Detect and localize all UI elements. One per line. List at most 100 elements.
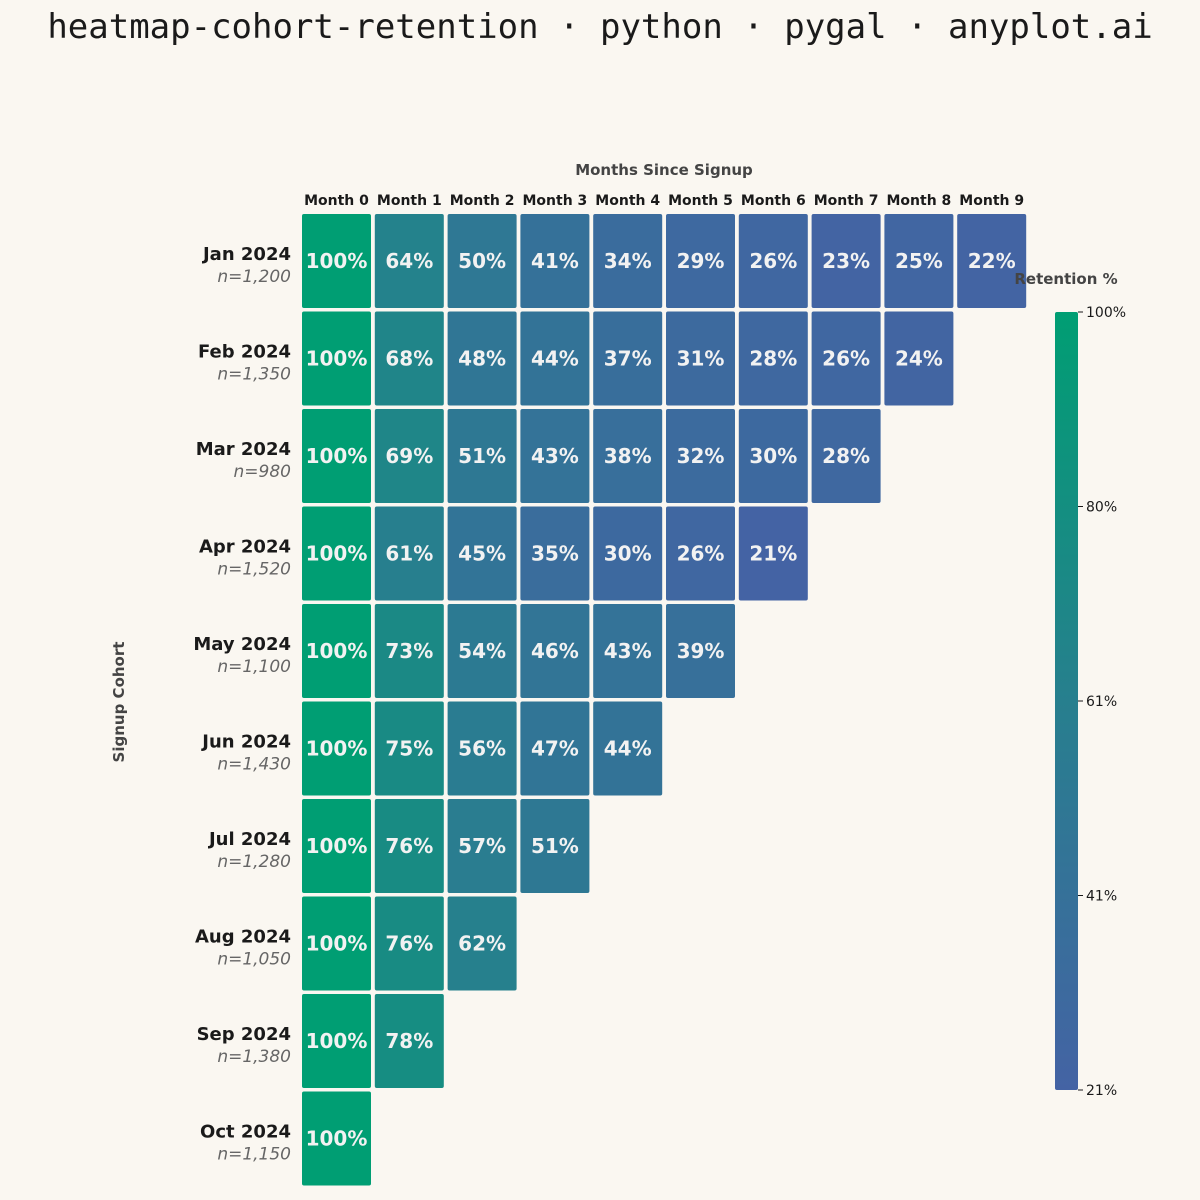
cell-value-label: 43% [531, 444, 579, 468]
cell-value-label: 57% [458, 834, 506, 858]
heatmap-cell [593, 409, 663, 503]
heatmap-cell [738, 214, 808, 308]
row-cohort-size: n=1,150 [217, 1145, 291, 1165]
cell-value-label: 30% [604, 542, 652, 566]
cell-value-label: 29% [677, 249, 725, 273]
row-cohort-size: n=1,100 [217, 657, 291, 677]
column-label: Month 6 [741, 193, 806, 209]
heatmap-cell [302, 799, 371, 893]
cell-value-label: 38% [604, 444, 652, 468]
cell-value-label: 50% [458, 249, 506, 273]
heatmap-cell [520, 214, 590, 308]
heatmap-cell [302, 604, 371, 698]
heatmap-cell [302, 896, 371, 991]
heatmap-cell [738, 506, 808, 601]
colorbar-tick-label: 21% [1086, 1083, 1117, 1099]
heatmap-cell [447, 409, 517, 503]
row-cohort-size: n=1,350 [217, 365, 291, 385]
heatmap-cell [593, 311, 663, 406]
cell-value-label: 22% [968, 249, 1016, 273]
cell-value-label: 51% [531, 834, 579, 858]
heatmap-cell [666, 214, 735, 308]
heatmap-cell [593, 604, 663, 698]
heatmap-cell [374, 994, 444, 1088]
row-label: May 2024 [193, 634, 291, 655]
row-label: Jul 2024 [207, 829, 291, 850]
heatmap-cell [520, 409, 590, 503]
row-cohort-size: n=1,430 [217, 755, 291, 775]
heatmap-cell [447, 701, 517, 796]
heatmap-cell [811, 214, 881, 308]
heatmap-cell [374, 506, 444, 601]
row-cohort-size: n=1,050 [217, 950, 291, 970]
heatmap-cell [666, 506, 735, 601]
column-label: Month 9 [959, 193, 1024, 209]
cell-value-label: 26% [677, 542, 725, 566]
colorbar-tick-label: 100% [1086, 305, 1126, 321]
cell-value-label: 100% [306, 834, 368, 858]
row-label: Sep 2024 [197, 1024, 291, 1045]
cell-value-label: 100% [306, 1029, 368, 1053]
heatmap-cell [520, 311, 590, 406]
cell-value-label: 24% [895, 347, 943, 371]
cell-value-label: 73% [385, 639, 433, 663]
cell-value-label: 26% [749, 249, 797, 273]
heatmap-cell [374, 701, 444, 796]
heatmap-cell [447, 799, 517, 893]
cell-value-label: 100% [306, 737, 368, 761]
column-labels: Month 0 Month 1 Month 2 Month 3 Month 4 Month… [304, 193, 1024, 209]
heatmap-cell [593, 506, 663, 601]
cell-value-label: 32% [677, 444, 725, 468]
cell-value-label: 69% [385, 444, 433, 468]
column-label: Month 7 [814, 193, 879, 209]
heatmap-cell [302, 994, 371, 1088]
heatmap-cell [593, 701, 663, 796]
row-cohort-size: n=1,280 [217, 852, 291, 872]
cell-value-label: 26% [822, 347, 870, 371]
cell-value-label: 39% [677, 639, 725, 663]
colorbar-title: Retention % [1014, 270, 1117, 288]
cell-value-label: 43% [604, 639, 652, 663]
row-label: Aug 2024 [195, 927, 291, 948]
cell-value-label: 44% [531, 347, 579, 371]
cell-value-label: 31% [677, 347, 725, 371]
heatmap-cell [374, 604, 444, 698]
cell-value-label: 51% [458, 444, 506, 468]
row-label: Apr 2024 [199, 537, 291, 558]
row-label: Mar 2024 [196, 439, 291, 460]
cell-value-label: 100% [306, 347, 368, 371]
cell-value-label: 44% [604, 737, 652, 761]
column-label: Month 8 [887, 193, 952, 209]
colorbar-tick-label: 61% [1086, 694, 1117, 710]
cell-value-label: 100% [306, 249, 368, 273]
cell-value-label: 35% [531, 542, 579, 566]
cell-value-label: 34% [604, 249, 652, 273]
x-axis-title: Months Since Signup [575, 161, 753, 179]
heatmap-cell [884, 311, 954, 406]
cell-value-label: 46% [531, 639, 579, 663]
cell-value-label: 21% [749, 542, 797, 566]
row-cohort-size: n=1,380 [217, 1047, 291, 1067]
heatmap-cell [374, 799, 444, 893]
cell-value-label: 62% [458, 932, 506, 956]
heatmap-cells: 100% 64% 50% 41% 34% 29% 26% 23% 25% 22% 100% 68% 48… [302, 214, 1027, 1186]
heatmap-cell [811, 409, 881, 503]
column-label: Month 0 [304, 193, 369, 209]
heatmap-cell [447, 506, 517, 601]
column-label: Month 4 [595, 193, 660, 209]
row-label: Feb 2024 [198, 342, 291, 363]
heatmap-cell [811, 311, 881, 406]
cell-value-label: 100% [306, 932, 368, 956]
cell-value-label: 23% [822, 249, 870, 273]
row-cohort-size: n=1,200 [217, 267, 291, 287]
heatmap-cell [520, 604, 590, 698]
cell-value-label: 37% [604, 347, 652, 371]
heatmap-cell [666, 311, 735, 406]
colorbar: Retention % 100% 80% 61% 41% 21% [1014, 270, 1126, 1099]
colorbar-tick-label: 41% [1086, 889, 1117, 905]
chart-title: heatmap-cohort-retention · python · pyga… [47, 7, 1152, 47]
cell-value-label: 100% [306, 444, 368, 468]
heatmap-cell [374, 896, 444, 991]
